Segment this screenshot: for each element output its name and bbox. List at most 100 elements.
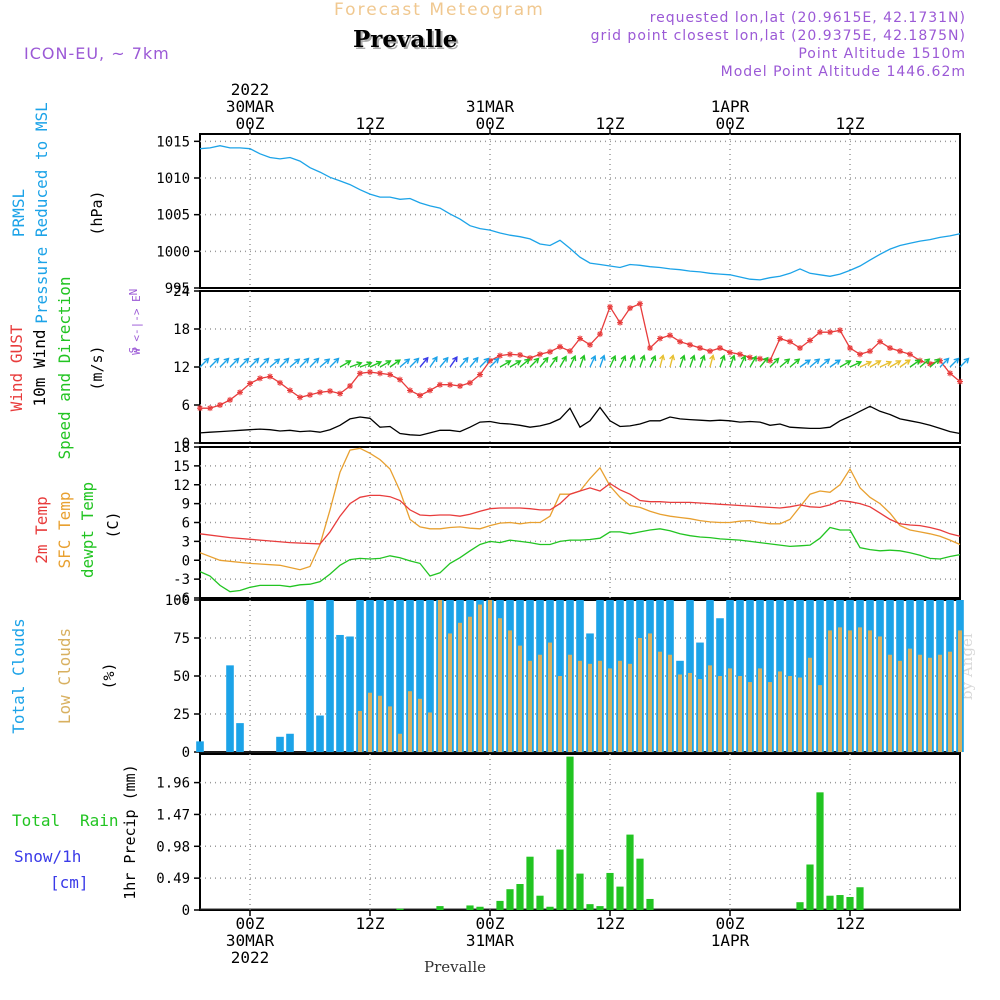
y-tick-label: -3 (173, 572, 190, 588)
low-cloud-bar (528, 660, 532, 752)
wind-arrow-shaft (719, 355, 725, 368)
speed-direction-label: Speed and Direction (55, 276, 74, 459)
wind-arrow-shaft (709, 355, 714, 368)
gust-marker (777, 335, 783, 342)
wind-arrow (259, 357, 270, 368)
wind-arrow-head (356, 361, 363, 368)
low-cloud-bar (508, 630, 512, 752)
y-tick-label: 1.47 (156, 807, 190, 823)
low-cloud-bar (948, 651, 952, 752)
wind-arrow-head (650, 354, 657, 362)
pressure-label: Pressure Reduced to MSL (32, 102, 51, 324)
wind-arrow (219, 357, 230, 368)
precip-bar (546, 906, 554, 910)
precip-snow-label: Snow/1h (14, 847, 81, 866)
precip-bar (806, 864, 814, 910)
gust-marker (377, 370, 383, 377)
wind-arrow-shaft (929, 358, 940, 368)
time-label-bottom: 1APR (711, 931, 750, 950)
low-cloud-bar (658, 651, 662, 752)
wind-arrow (639, 354, 646, 368)
wind-arrow-head (213, 357, 220, 364)
low-cloud-bar (488, 600, 492, 752)
wind-arrow-head (223, 357, 230, 364)
wind-arrow-head (233, 357, 240, 364)
gust-marker (877, 338, 883, 345)
wind-arrow (349, 361, 363, 368)
time-label-top: 00Z (716, 114, 745, 133)
low-cloud-bar (468, 616, 472, 752)
wind-arrow (339, 360, 352, 368)
wind-arrow-head (773, 357, 780, 364)
wind-arrow-shaft (499, 360, 511, 368)
gust-marker (457, 383, 463, 389)
low-cloud-bar (548, 642, 552, 752)
y-tick-label: 18 (173, 440, 190, 456)
low-cloud-bar (538, 654, 542, 752)
wind-arrow (859, 360, 873, 368)
y-tick-label: 1010 (156, 171, 190, 187)
wind-arrow-head (515, 360, 522, 366)
y-tick-label: 24 (173, 284, 190, 300)
precip-bar (636, 858, 644, 910)
total-cloud-bar (766, 600, 774, 752)
wind-arrow-head (375, 360, 383, 367)
gust-marker (737, 351, 743, 358)
gust-marker (297, 394, 303, 401)
precip-bar (576, 873, 584, 910)
gust-marker (567, 348, 573, 355)
gust-marker (787, 338, 793, 345)
precip-bar (536, 895, 544, 910)
low-cloud-bar (758, 668, 762, 752)
wind-arrow-shaft (779, 358, 790, 368)
y-tick-label: 1005 (156, 208, 190, 224)
wind-arrow-head (814, 358, 821, 365)
wind-arrow-shaft (569, 355, 576, 368)
low-cloud-bar (828, 630, 832, 752)
total-cloud-bar (306, 600, 314, 752)
gust-marker (797, 345, 803, 351)
wind-arrow-head (914, 359, 921, 365)
total-cloud-bar (286, 733, 294, 752)
requested-coords: requested lon,lat (20.9615E, 42.1731N) (649, 10, 966, 26)
wind-arrow (919, 358, 931, 368)
temp-sfc-label: SFC Temp (55, 491, 74, 568)
wind-arrow-shaft (809, 358, 820, 368)
wind-arrow-shaft (659, 355, 664, 368)
gust-marker (407, 387, 413, 394)
wind-arrow (229, 357, 240, 368)
wind-arrow-head (953, 357, 960, 364)
low-cloud-bar (628, 663, 632, 752)
wind-arrow-shaft (449, 356, 458, 368)
total-cloud-bar (326, 600, 334, 752)
gust-marker (347, 383, 353, 389)
low-cloud-bar (708, 665, 712, 752)
wind-arrow (529, 357, 540, 368)
wind-arrow (429, 356, 438, 368)
precip-bar (566, 756, 574, 910)
low-cloud-bar (728, 668, 732, 752)
dewpoint-label: dewpt Temp (78, 482, 97, 578)
wind-arrow-head (472, 356, 479, 363)
wind-arrow (699, 354, 706, 368)
wind-arrow-head (552, 356, 558, 363)
wind-arrow (249, 357, 260, 368)
wind-arrow-shaft (859, 361, 872, 368)
wind-arrow (579, 354, 586, 368)
wind-arrow (779, 358, 791, 368)
gust-marker (587, 341, 593, 348)
wind-arrow-head (462, 356, 469, 363)
total-cloud-bar (816, 600, 824, 752)
wind-arrow-head (413, 357, 420, 364)
low-cloud-bar (458, 622, 462, 752)
gust-marker (497, 352, 503, 359)
low-cloud-bar (428, 712, 432, 752)
wind-arrow-shaft (299, 358, 309, 368)
gust-marker (197, 405, 203, 412)
wind-arrow (689, 354, 696, 368)
wind-arrow (819, 358, 831, 368)
wind-arrow (509, 360, 522, 368)
gust-line (200, 302, 961, 409)
y-tick-label: 100 (165, 593, 190, 609)
wind-arrow-head (590, 354, 597, 362)
